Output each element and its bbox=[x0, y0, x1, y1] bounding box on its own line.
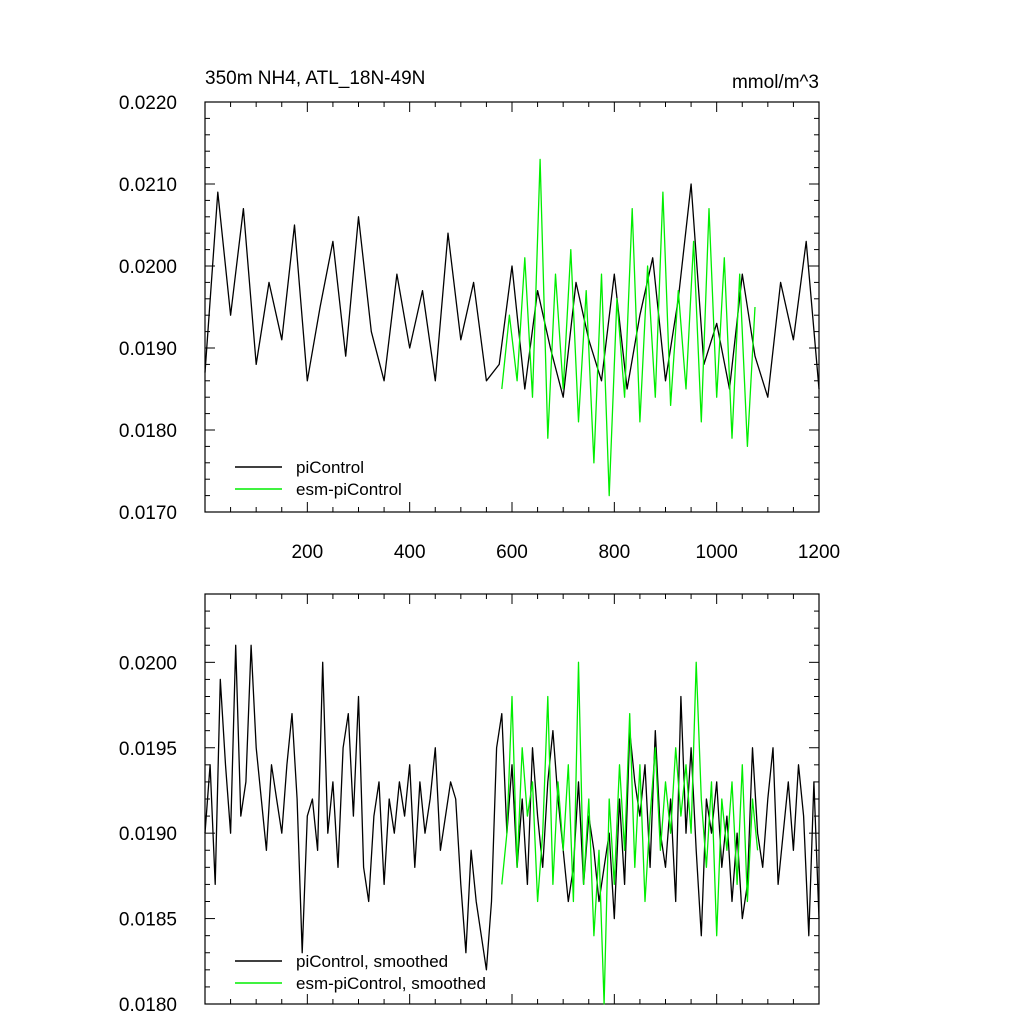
panel-bottom: 0.0180 0.0185 0.0190 0.0195 0.0200 piControl… bbox=[119, 593, 820, 1016]
y-tick-label: 0.0185 bbox=[119, 910, 177, 931]
legend-top: piControl esm-piControl bbox=[235, 458, 402, 499]
x-tick-label: 200 bbox=[291, 542, 323, 563]
y-tick-label: 0.0210 bbox=[119, 175, 177, 196]
series-line-picontrol bbox=[204, 183, 820, 398]
chart-units: mmol/m^3 bbox=[732, 72, 819, 93]
legend-label-picontrol-smoothed: piControl, smoothed bbox=[296, 952, 448, 971]
y-tick-label: 0.0200 bbox=[119, 653, 177, 674]
y-tick-label: 0.0170 bbox=[119, 503, 177, 524]
legend-label-esm-picontrol: esm-piControl bbox=[296, 480, 402, 499]
panel-top: 200 400 600 800 1000 1200 0.0170 0.0180 0.0190 0.… bbox=[119, 68, 840, 563]
x-tick-label: 400 bbox=[394, 542, 426, 563]
ticks-bottom: 0.0180 0.0185 0.0190 0.0195 0.0200 bbox=[119, 593, 820, 1016]
x-tick-label: 1000 bbox=[696, 542, 738, 563]
y-tick-label: 0.0220 bbox=[119, 93, 177, 114]
legend-label-picontrol: piControl bbox=[296, 458, 364, 477]
y-tick-label: 0.0180 bbox=[119, 421, 177, 442]
series-line-esm-picontrol-smoothed bbox=[501, 661, 759, 1005]
y-tick-label: 0.0190 bbox=[119, 339, 177, 360]
series-top bbox=[204, 158, 820, 497]
series-bottom bbox=[204, 644, 820, 1005]
series-line-picontrol-smoothed bbox=[204, 644, 820, 971]
legend-bottom: piControl, smoothed esm-piControl, smoot… bbox=[235, 952, 486, 993]
x-tick-label: 600 bbox=[496, 542, 528, 563]
y-tick-label: 0.0190 bbox=[119, 824, 177, 845]
y-tick-label: 0.0200 bbox=[119, 257, 177, 278]
legend-label-esm-picontrol-smoothed: esm-piControl, smoothed bbox=[296, 974, 486, 993]
chart-title: 350m NH4, ATL_18N-49N bbox=[205, 68, 425, 89]
ticks-top: 200 400 600 800 1000 1200 0.0170 0.0180 0.0190 0.… bbox=[119, 93, 840, 563]
y-tick-label: 0.0180 bbox=[119, 995, 177, 1016]
y-tick-label: 0.0195 bbox=[119, 739, 177, 760]
x-tick-label: 800 bbox=[598, 542, 630, 563]
series-line-esm-picontrol bbox=[501, 158, 756, 497]
x-tick-label: 1200 bbox=[798, 542, 840, 563]
